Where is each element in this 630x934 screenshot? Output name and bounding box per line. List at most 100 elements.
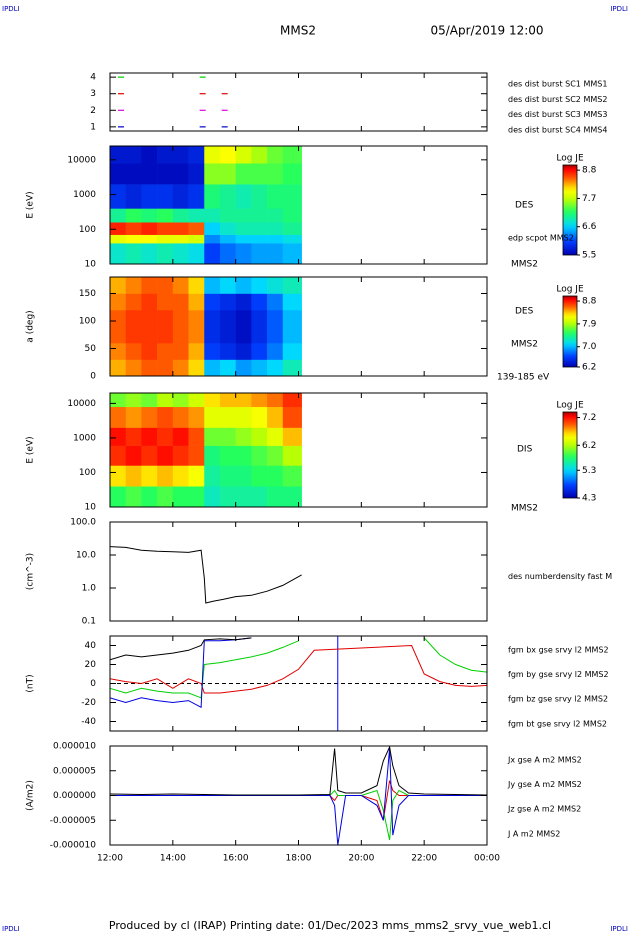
- heat-cell: [172, 393, 189, 408]
- heat-cell: [267, 486, 284, 507]
- heat-cell: [157, 277, 174, 294]
- heat-cell: [188, 163, 205, 185]
- heat-cell: [235, 393, 252, 408]
- heat-cell: [125, 393, 142, 408]
- heat-cell: [267, 222, 284, 235]
- colorbar-tick-label: 8.8: [582, 166, 597, 176]
- heat-cell: [172, 465, 189, 487]
- panel: [110, 393, 302, 507]
- x-tick-label: 14:00: [160, 854, 186, 864]
- heat-cell: [204, 293, 221, 311]
- date: 05/Apr/2019 12:00: [430, 24, 543, 38]
- x-tick-label: 18:00: [286, 854, 312, 864]
- x-tick-label: 22:00: [411, 854, 437, 864]
- heat-cell: [282, 310, 302, 327]
- heat-cell: [219, 326, 236, 344]
- y-tick-label: 0.000005: [53, 766, 96, 776]
- heat-cell: [188, 310, 205, 327]
- colorbar-tick-label: 6.2: [582, 441, 596, 451]
- data-line: [110, 746, 487, 796]
- heat-cell: [188, 486, 205, 507]
- heat-cell: [188, 393, 205, 408]
- heat-cell: [141, 146, 158, 164]
- panel-label: edp scpot MMS2: [508, 234, 574, 243]
- heat-cell: [251, 445, 268, 466]
- heat-cell: [157, 326, 174, 344]
- panel: [110, 277, 302, 376]
- heat-cell: [157, 393, 174, 408]
- heat-cell: [188, 343, 205, 360]
- heat-cell: [188, 359, 205, 376]
- corner-tag: IPDLI: [2, 5, 20, 13]
- heat-cell: [204, 465, 221, 487]
- heat-cell: [110, 445, 127, 466]
- heat-cell: [219, 445, 236, 466]
- heat-cell: [204, 359, 221, 376]
- heat-cell: [235, 326, 252, 344]
- heat-cell: [141, 359, 158, 376]
- heat-cell: [125, 184, 142, 209]
- corner-tag: IPDLI: [2, 925, 20, 933]
- y-axis-label: (nT): [26, 674, 36, 692]
- heat-cell: [125, 486, 142, 507]
- heat-cell: [172, 184, 189, 209]
- heat-cell: [267, 326, 284, 344]
- heat-cell: [110, 243, 127, 264]
- heat-cell: [141, 465, 158, 487]
- heat-cell: [204, 222, 221, 235]
- heat-cell: [282, 208, 302, 223]
- data-line: [110, 637, 252, 709]
- heat-cell: [204, 234, 221, 244]
- heat-cell: [251, 310, 268, 327]
- heat-cell: [188, 293, 205, 311]
- heat-cell: [267, 406, 284, 428]
- heat-cell: [251, 243, 268, 264]
- colorbar: [562, 295, 578, 368]
- heat-cell: [267, 427, 284, 446]
- y-tick-label: 10000: [67, 155, 96, 165]
- y-tick-label: 150: [79, 289, 96, 299]
- heat-cell: [157, 310, 174, 327]
- data-line: [110, 546, 302, 604]
- colorbar-tick-label: 7.0: [582, 342, 597, 352]
- heat-cell: [204, 243, 221, 264]
- heat-cell: [110, 406, 127, 428]
- heat-cell: [282, 234, 302, 244]
- heat-cell: [110, 343, 127, 360]
- heat-cell: [125, 243, 142, 264]
- heat-cell: [235, 445, 252, 466]
- heat-cell: [172, 277, 189, 294]
- panel-label: MMS2: [511, 340, 538, 350]
- heat-cell: [110, 293, 127, 311]
- heat-cell: [188, 208, 205, 223]
- heat-cell: [141, 310, 158, 327]
- heat-cell: [157, 222, 174, 235]
- heat-cell: [110, 222, 127, 235]
- colorbar: [562, 411, 578, 499]
- heat-cell: [157, 445, 174, 466]
- y-tick-label: -0.000010: [50, 841, 96, 851]
- heat-cell: [219, 343, 236, 360]
- heat-cell: [157, 465, 174, 487]
- heat-cell: [204, 486, 221, 507]
- panel: [110, 746, 487, 845]
- heat-cell: [267, 359, 284, 376]
- heat-cell: [251, 293, 268, 311]
- heat-cell: [235, 208, 252, 223]
- heat-cell: [267, 343, 284, 360]
- panel-frame: [109, 72, 488, 132]
- panel-label: DIS: [517, 445, 533, 455]
- heat-cell: [204, 163, 221, 185]
- legend-entry: Jy gse A m2 MMS2: [507, 780, 582, 789]
- heat-cell: [219, 277, 236, 294]
- heat-cell: [172, 234, 189, 244]
- colorbar-tick-label: 5.3: [582, 466, 596, 476]
- heat-cell: [282, 393, 302, 408]
- y-tick-label: 0.1: [82, 617, 96, 627]
- legend-entry: fgm by gse srvy l2 MMS2: [508, 670, 609, 679]
- heat-cell: [110, 146, 127, 164]
- y-tick-label: 1000: [73, 190, 96, 200]
- legend-entry: fgm bz gse srvy l2 MMS2: [508, 695, 608, 704]
- legend-entry: J A m2 MMS2: [507, 829, 560, 838]
